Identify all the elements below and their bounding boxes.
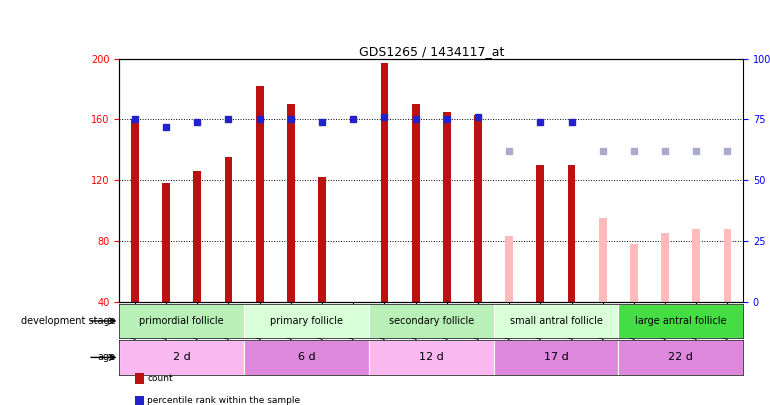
Bar [369, 340, 494, 375]
Bar [494, 304, 618, 338]
Bar [119, 340, 244, 375]
Bar [724, 229, 732, 302]
Text: percentile rank within the sample: percentile rank within the sample [147, 396, 300, 405]
Bar [537, 165, 544, 302]
Bar [380, 63, 388, 302]
Bar [618, 340, 743, 375]
Bar [630, 244, 638, 302]
Bar [661, 233, 669, 302]
Bar [494, 340, 618, 375]
Title: GDS1265 / 1434117_at: GDS1265 / 1434117_at [359, 45, 504, 58]
Bar [412, 104, 420, 302]
Bar [369, 304, 494, 338]
Text: small antral follicle: small antral follicle [510, 316, 602, 326]
Text: 22 d: 22 d [668, 352, 693, 362]
Text: 12 d: 12 d [419, 352, 444, 362]
Text: secondary follicle: secondary follicle [389, 316, 474, 326]
Bar [567, 165, 575, 302]
Bar [119, 304, 244, 338]
Text: primordial follicle: primordial follicle [139, 316, 224, 326]
Bar [287, 104, 295, 302]
Bar [162, 183, 170, 302]
Text: 2 d: 2 d [172, 352, 191, 362]
Bar [474, 115, 482, 302]
Text: primary follicle: primary follicle [270, 316, 343, 326]
Text: 17 d: 17 d [544, 352, 568, 362]
Text: development stage: development stage [21, 316, 116, 326]
Text: count: count [147, 374, 172, 383]
Bar [443, 112, 450, 302]
Bar [318, 177, 326, 302]
Bar [193, 171, 201, 302]
Bar [225, 158, 233, 302]
Bar [131, 119, 139, 302]
Bar [256, 86, 263, 302]
Text: large antral follicle: large antral follicle [635, 316, 726, 326]
Text: age: age [97, 352, 115, 362]
Text: 6 d: 6 d [298, 352, 315, 362]
Bar [244, 304, 369, 338]
Bar [599, 218, 607, 302]
Bar [692, 229, 700, 302]
Bar [618, 304, 743, 338]
Bar [505, 237, 513, 302]
Bar [244, 340, 369, 375]
